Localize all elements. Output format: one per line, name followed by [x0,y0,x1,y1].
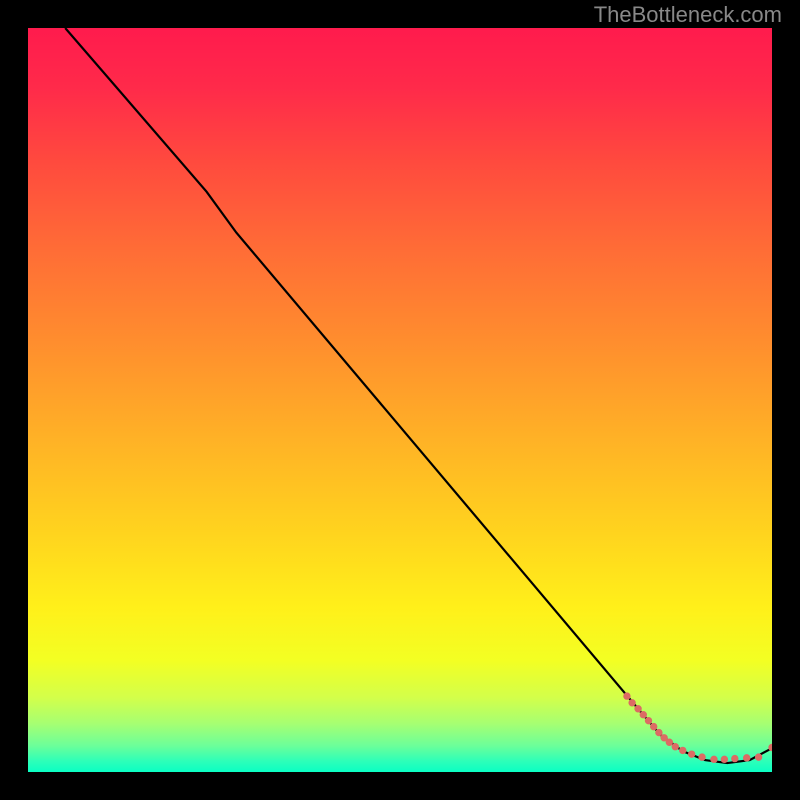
marker-point [699,754,705,760]
bottleneck-chart [0,0,800,800]
marker-point [635,706,641,712]
marker-point [769,744,775,750]
marker-point [640,712,646,718]
marker-point [711,756,717,762]
marker-point [672,744,678,750]
marker-point [688,751,694,757]
marker-point [651,723,657,729]
marker-point [629,700,635,706]
marker-point [744,755,750,761]
marker-point [666,739,672,745]
marker-point [721,756,727,762]
watermark-text: TheBottleneck.com [594,2,782,28]
marker-point [680,747,686,753]
plot-background [28,28,772,772]
marker-point [755,754,761,760]
marker-point [656,729,662,735]
marker-point [661,735,667,741]
marker-point [624,693,630,699]
marker-point [645,717,651,723]
marker-point [732,755,738,761]
